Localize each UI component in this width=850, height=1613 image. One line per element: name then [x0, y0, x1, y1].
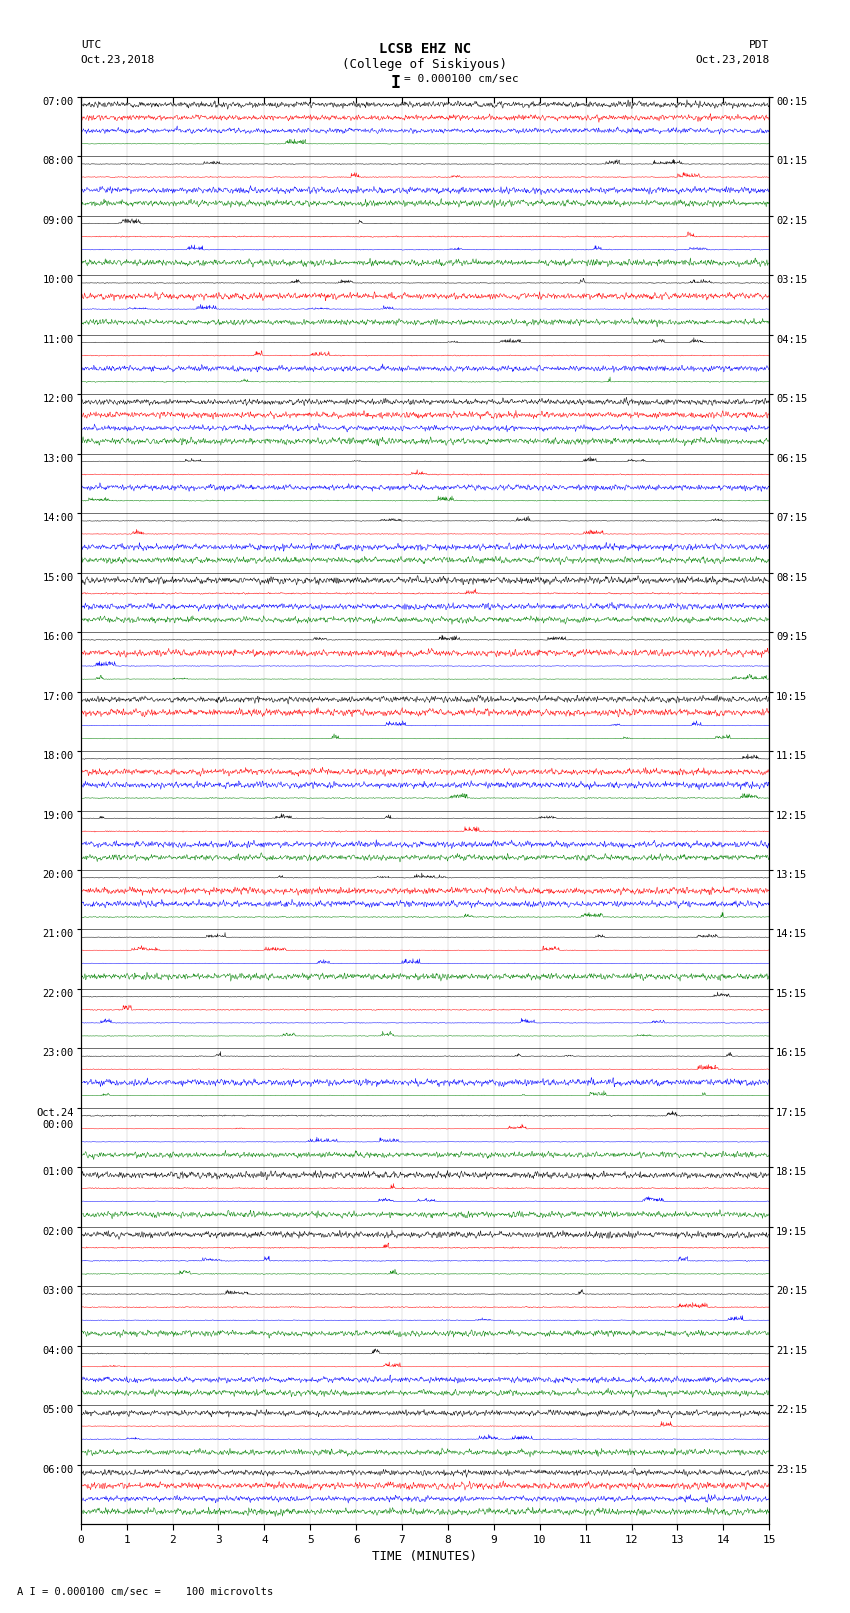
Text: (College of Siskiyous): (College of Siskiyous) [343, 58, 507, 71]
Text: I: I [390, 74, 400, 92]
Text: UTC: UTC [81, 40, 101, 50]
Text: = 0.000100 cm/sec: = 0.000100 cm/sec [404, 74, 518, 84]
X-axis label: TIME (MINUTES): TIME (MINUTES) [372, 1550, 478, 1563]
Text: PDT: PDT [749, 40, 769, 50]
Text: Oct.23,2018: Oct.23,2018 [695, 55, 769, 65]
Text: Oct.23,2018: Oct.23,2018 [81, 55, 155, 65]
Text: LCSB EHZ NC: LCSB EHZ NC [379, 42, 471, 56]
Text: A I = 0.000100 cm/sec =    100 microvolts: A I = 0.000100 cm/sec = 100 microvolts [17, 1587, 273, 1597]
